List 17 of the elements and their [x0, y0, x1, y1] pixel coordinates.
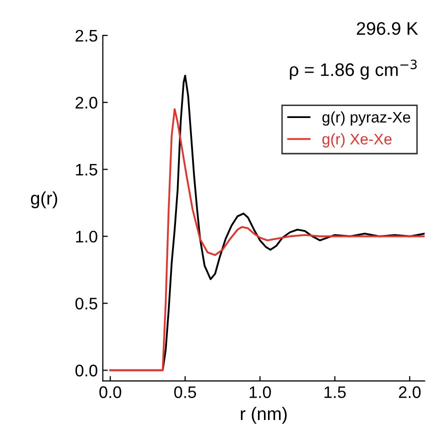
x-tick-label: 1.5 — [324, 386, 346, 398]
x-tick-label: 1.0 — [250, 386, 271, 398]
x-tick-label: 0.0 — [99, 386, 122, 398]
y-axis-title: g(r) — [30, 191, 58, 208]
legend-label: g(r) Xe-Xe — [322, 133, 392, 148]
y-tick-label: 1.0 — [76, 230, 98, 243]
text: 296.9 K — [356, 22, 418, 35]
legend-label: g(r) pyraz-Xe — [322, 111, 410, 126]
y-tick-label: 0.0 — [75, 364, 98, 376]
x-axis-title: r (nm) — [240, 406, 287, 424]
y-tick-label: 0.5 — [75, 298, 98, 310]
annotation: ρ = 1.86 g cm$^{−3}$ — [290, 60, 417, 80]
y-tick-label: 1.5 — [76, 164, 98, 176]
x-tick-label: 0.5 — [174, 386, 196, 398]
x-tick-label: 2.0 — [398, 386, 421, 398]
y-tick-label: 2.0 — [76, 96, 98, 109]
y-tick-label: 2.5 — [76, 30, 98, 42]
